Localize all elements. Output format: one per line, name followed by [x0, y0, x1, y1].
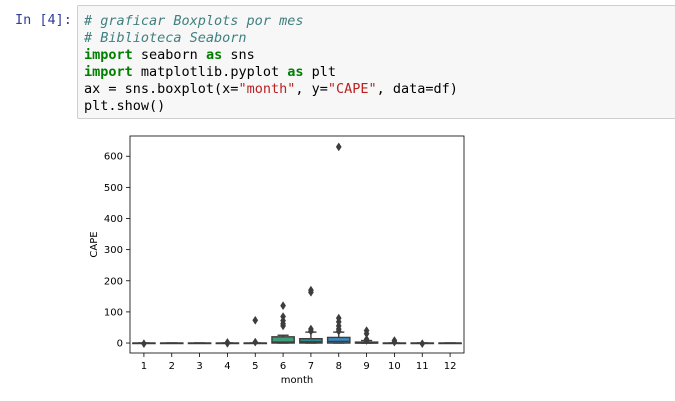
code-token: as	[287, 64, 304, 80]
outlier-point	[363, 336, 370, 346]
code-token: # Biblioteca Seaborn	[84, 30, 247, 46]
plot-area-frame	[129, 135, 465, 354]
code-token: import	[84, 64, 133, 80]
y-tick-label: 100	[104, 307, 123, 318]
outlier-point	[335, 142, 342, 152]
code-token: ax = sns.boxplot(x=	[84, 81, 239, 97]
outlier-point	[141, 339, 147, 349]
x-tick-label: 5	[252, 361, 258, 372]
y-tick-label: 600	[104, 152, 123, 163]
code-token: matplotlib.pyplot	[132, 64, 288, 80]
code-token: seaborn	[132, 47, 206, 63]
y-tick-label: 500	[104, 183, 123, 194]
outlier-point	[280, 301, 286, 311]
code-token: as	[205, 47, 223, 63]
x-tick-label: 8	[336, 361, 342, 372]
y-tick-label: 0	[117, 339, 123, 350]
y-tick-label: 400	[104, 214, 123, 225]
code-token: , data=df)	[376, 81, 458, 97]
x-tick-label: 4	[224, 361, 230, 372]
outlier-point	[252, 315, 259, 325]
outlier-point	[419, 339, 426, 349]
x-tick-label: 7	[308, 361, 314, 372]
code-line: plt.show()	[84, 98, 675, 115]
box	[326, 336, 351, 344]
code-cell-editor[interactable]: # graficar Boxplots por mes # Biblioteca …	[77, 5, 675, 119]
x-axis-label: month	[281, 375, 313, 386]
outlier-point	[252, 337, 259, 347]
code-line: ax = sns.boxplot(x="month", y="CAPE", da…	[84, 81, 675, 98]
code-token: plt.show()	[84, 98, 166, 114]
outlier-point	[224, 338, 231, 348]
x-tick-label: 9	[363, 361, 369, 372]
x-tick-label: 10	[388, 361, 401, 372]
code-token: plt	[303, 64, 336, 80]
box	[299, 337, 323, 344]
x-tick-label: 2	[169, 361, 175, 372]
outlier-point	[335, 326, 342, 336]
x-tick-label: 11	[416, 361, 429, 372]
x-tick-label: 1	[141, 361, 147, 372]
x-tick-label: 3	[196, 361, 202, 372]
code-token: sns	[222, 47, 255, 63]
code-line: # graficar Boxplots por mes	[84, 13, 675, 30]
box	[271, 336, 295, 344]
outlier-point	[280, 321, 286, 331]
code-token: # graficar Boxplots por mes	[84, 13, 304, 29]
outlier-point	[308, 326, 314, 336]
code-block[interactable]: # graficar Boxplots por mes # Biblioteca …	[78, 6, 675, 115]
code-token: , y=	[295, 81, 328, 97]
outlier-point	[308, 287, 314, 297]
y-tick-label: 200	[104, 276, 123, 287]
code-token: import	[84, 47, 133, 63]
code-token: "month"	[238, 81, 296, 97]
code-line: # Biblioteca Seaborn	[84, 30, 675, 47]
cell-prompt: In [4]:	[15, 12, 72, 28]
x-tick-label: 6	[280, 361, 286, 372]
x-tick-label: 12	[444, 361, 457, 372]
outlier-point	[391, 337, 398, 347]
y-tick-label: 300	[104, 245, 123, 256]
cell-output: 0 100 200 300 400 500 600 1 2 3 4 5 6 7 8 9 10 11 12 month C…	[82, 128, 482, 393]
code-line: import matplotlib.pyplot as plt	[84, 64, 675, 81]
code-token: "CAPE"	[327, 81, 377, 97]
y-axis-label: CAPE	[89, 231, 100, 257]
code-line: import seaborn as sns	[84, 47, 675, 64]
